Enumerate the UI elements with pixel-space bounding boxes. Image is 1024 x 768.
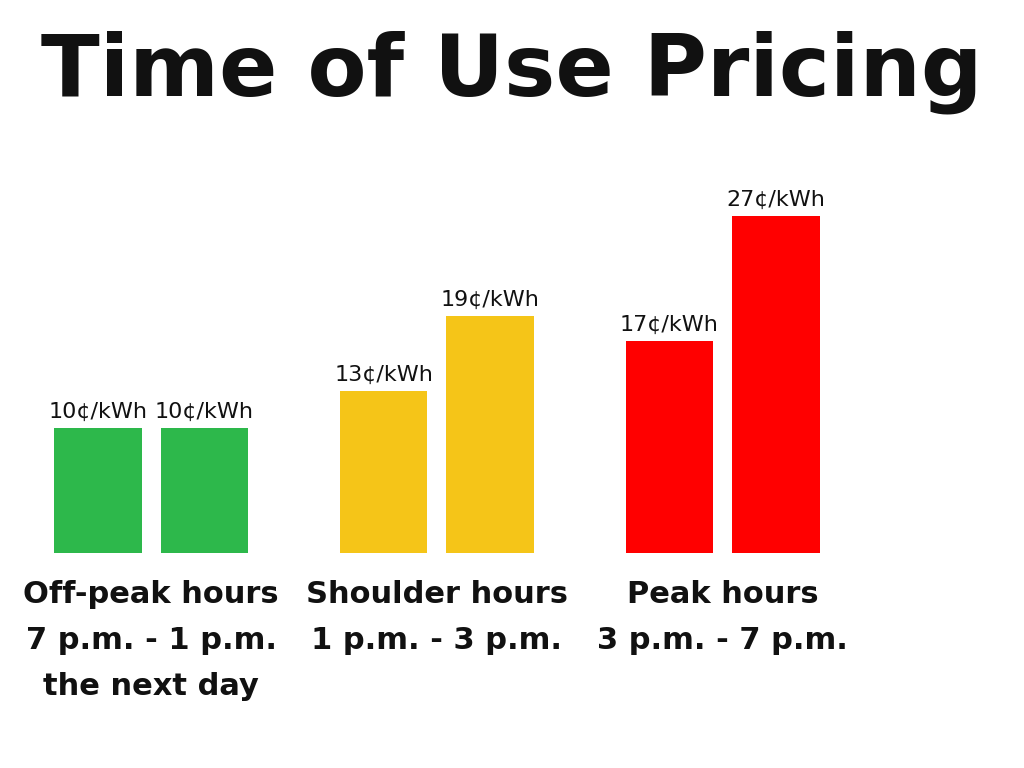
Bar — [340, 391, 427, 553]
Bar — [446, 316, 534, 553]
Bar — [732, 216, 819, 553]
Text: Peak hours: Peak hours — [627, 580, 818, 609]
Text: 7 p.m. - 1 p.m.: 7 p.m. - 1 p.m. — [26, 626, 276, 655]
Text: the next day: the next day — [43, 672, 259, 701]
Text: 1 p.m. - 3 p.m.: 1 p.m. - 3 p.m. — [311, 626, 562, 655]
Text: 17¢/kWh: 17¢/kWh — [620, 315, 719, 335]
Bar — [54, 429, 141, 553]
Text: 19¢/kWh: 19¢/kWh — [440, 290, 540, 310]
Bar — [161, 429, 248, 553]
Text: Time of Use Pricing: Time of Use Pricing — [41, 31, 983, 114]
Text: Shoulder hours: Shoulder hours — [306, 580, 568, 609]
Bar — [626, 341, 713, 553]
Text: 27¢/kWh: 27¢/kWh — [726, 190, 825, 210]
Text: 13¢/kWh: 13¢/kWh — [334, 365, 433, 385]
Text: 10¢/kWh: 10¢/kWh — [155, 402, 254, 422]
Text: 10¢/kWh: 10¢/kWh — [48, 402, 147, 422]
Text: 3 p.m. - 7 p.m.: 3 p.m. - 7 p.m. — [597, 626, 848, 655]
Text: Off-peak hours: Off-peak hours — [24, 580, 279, 609]
